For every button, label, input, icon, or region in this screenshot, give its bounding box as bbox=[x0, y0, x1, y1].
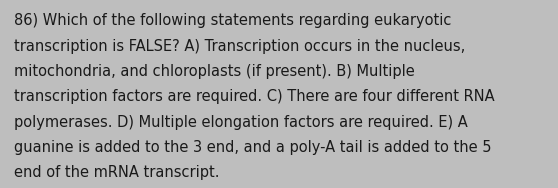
Text: polymerases. D) Multiple elongation factors are required. E) A: polymerases. D) Multiple elongation fact… bbox=[14, 115, 468, 130]
Text: mitochondria, and chloroplasts (if present). B) Multiple: mitochondria, and chloroplasts (if prese… bbox=[14, 64, 415, 79]
Text: transcription is FALSE? A) Transcription occurs in the nucleus,: transcription is FALSE? A) Transcription… bbox=[14, 39, 465, 54]
Text: 86) Which of the following statements regarding eukaryotic: 86) Which of the following statements re… bbox=[14, 13, 451, 28]
Text: guanine is added to the 3 end, and a poly-A tail is added to the 5: guanine is added to the 3 end, and a pol… bbox=[14, 140, 492, 155]
Text: end of the mRNA transcript.: end of the mRNA transcript. bbox=[14, 165, 219, 180]
Text: transcription factors are required. C) There are four different RNA: transcription factors are required. C) T… bbox=[14, 89, 494, 104]
